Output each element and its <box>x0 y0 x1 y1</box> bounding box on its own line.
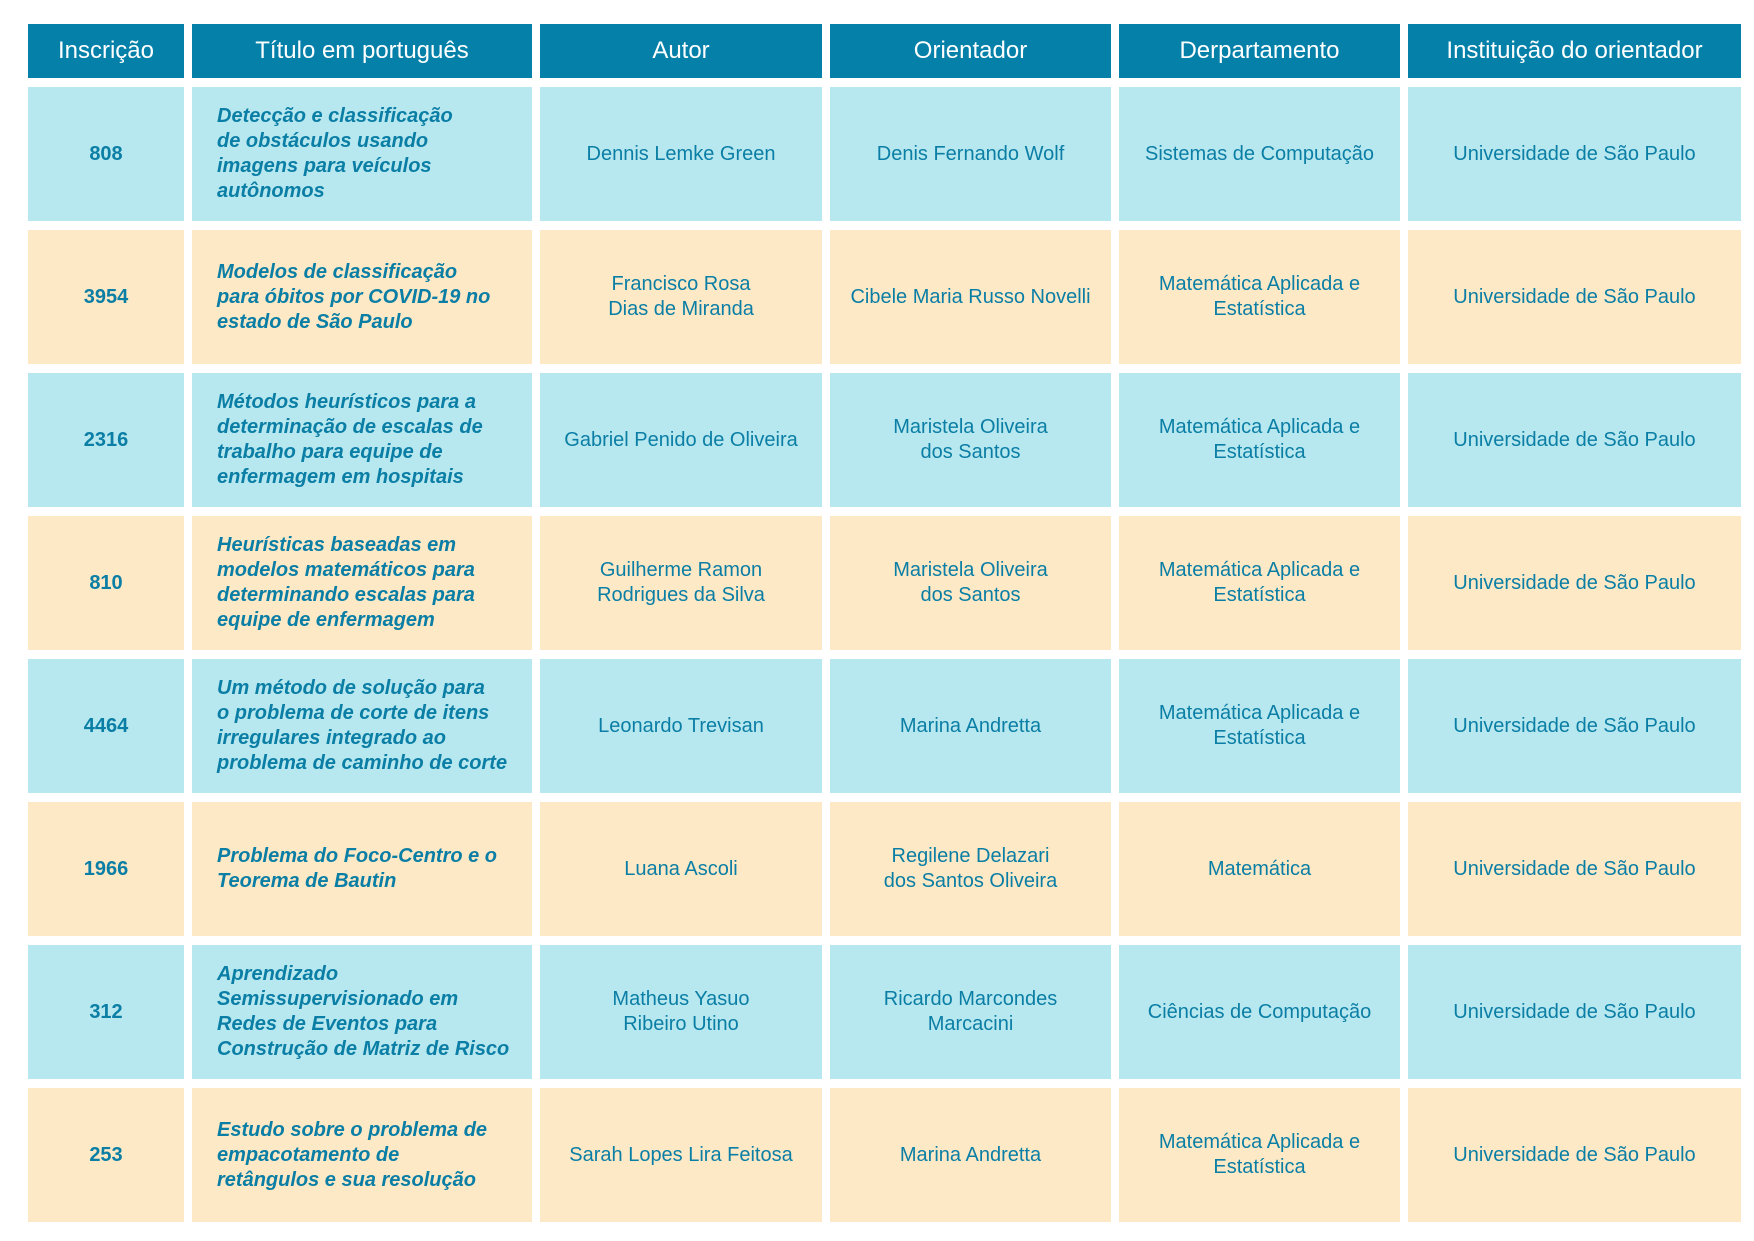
cell-titulo: Modelos de classificação para óbitos por… <box>192 230 532 364</box>
cell-inscricao: 253 <box>28 1088 184 1222</box>
cell-titulo: Um método de solução para o problema de … <box>192 659 532 793</box>
cell-autor: Guilherme Ramon Rodrigues da Silva <box>540 516 822 650</box>
cell-instituicao: Universidade de São Paulo <box>1408 1088 1741 1222</box>
cell-departamento: Matemática Aplicada e Estatística <box>1119 1088 1400 1222</box>
cell-titulo: Aprendizado Semissupervisionado em Redes… <box>192 945 532 1079</box>
cell-departamento: Matemática Aplicada e Estatística <box>1119 373 1400 507</box>
cell-titulo-text: Heurísticas baseadas em modelos matemáti… <box>217 534 475 631</box>
cell-titulo-text: Um método de solução para o problema de … <box>217 677 508 774</box>
cell-instituicao: Universidade de São Paulo <box>1408 516 1741 650</box>
projects-table: Inscrição Título em português Autor Orie… <box>28 24 1741 1222</box>
cell-departamento: Matemática Aplicada e Estatística <box>1119 230 1400 364</box>
cell-instituicao: Universidade de São Paulo <box>1408 802 1741 936</box>
cell-titulo: Heurísticas baseadas em modelos matemáti… <box>192 516 532 650</box>
cell-autor: Leonardo Trevisan <box>540 659 822 793</box>
header-departamento: Derpartamento <box>1119 24 1400 78</box>
cell-inscricao: 2316 <box>28 373 184 507</box>
cell-orientador: Regilene Delazari dos Santos Oliveira <box>830 802 1111 936</box>
cell-titulo: Problema do Foco-Centro e o Teorema de B… <box>192 802 532 936</box>
cell-instituicao: Universidade de São Paulo <box>1408 87 1741 221</box>
cell-departamento: Sistemas de Computação <box>1119 87 1400 221</box>
cell-autor: Matheus Yasuo Ribeiro Utino <box>540 945 822 1079</box>
cell-autor: Francisco Rosa Dias de Miranda <box>540 230 822 364</box>
cell-departamento: Matemática Aplicada e Estatística <box>1119 516 1400 650</box>
cell-titulo-text: Problema do Foco-Centro e o Teorema de B… <box>217 845 498 892</box>
cell-orientador: Ricardo Marcondes Marcacini <box>830 945 1111 1079</box>
cell-instituicao: Universidade de São Paulo <box>1408 230 1741 364</box>
cell-titulo-text: Estudo sobre o problema de empacotamento… <box>217 1118 488 1191</box>
cell-titulo: Métodos heurísticos para a determinação … <box>192 373 532 507</box>
cell-instituicao: Universidade de São Paulo <box>1408 945 1741 1079</box>
header-autor: Autor <box>540 24 822 78</box>
header-instituicao: Instituição do orientador <box>1408 24 1741 78</box>
cell-titulo-text: Modelos de classificação para óbitos por… <box>217 260 491 333</box>
cell-titulo-text: Detecção e classificação de obstáculos u… <box>217 105 453 202</box>
cell-titulo-text: Métodos heurísticos para a determinação … <box>217 391 483 488</box>
cell-titulo: Estudo sobre o problema de empacotamento… <box>192 1088 532 1222</box>
cell-departamento: Ciências de Computação <box>1119 945 1400 1079</box>
cell-orientador: Marina Andretta <box>830 659 1111 793</box>
cell-autor: Gabriel Penido de Oliveira <box>540 373 822 507</box>
header-titulo: Título em português <box>192 24 532 78</box>
cell-instituicao: Universidade de São Paulo <box>1408 659 1741 793</box>
cell-orientador: Cibele Maria Russo Novelli <box>830 230 1111 364</box>
cell-inscricao: 312 <box>28 945 184 1079</box>
cell-instituicao: Universidade de São Paulo <box>1408 373 1741 507</box>
cell-autor: Luana Ascoli <box>540 802 822 936</box>
cell-inscricao: 4464 <box>28 659 184 793</box>
cell-titulo-text: Aprendizado Semissupervisionado em Redes… <box>217 963 510 1060</box>
header-orientador: Orientador <box>830 24 1111 78</box>
cell-autor: Dennis Lemke Green <box>540 87 822 221</box>
cell-orientador: Maristela Oliveira dos Santos <box>830 516 1111 650</box>
cell-inscricao: 1966 <box>28 802 184 936</box>
cell-orientador: Denis Fernando Wolf <box>830 87 1111 221</box>
header-inscricao: Inscrição <box>28 24 184 78</box>
cell-inscricao: 3954 <box>28 230 184 364</box>
cell-orientador: Marina Andretta <box>830 1088 1111 1222</box>
cell-titulo: Detecção e classificação de obstáculos u… <box>192 87 532 221</box>
cell-inscricao: 808 <box>28 87 184 221</box>
cell-autor: Sarah Lopes Lira Feitosa <box>540 1088 822 1222</box>
cell-inscricao: 810 <box>28 516 184 650</box>
cell-departamento: Matemática <box>1119 802 1400 936</box>
cell-departamento: Matemática Aplicada e Estatística <box>1119 659 1400 793</box>
cell-orientador: Maristela Oliveira dos Santos <box>830 373 1111 507</box>
